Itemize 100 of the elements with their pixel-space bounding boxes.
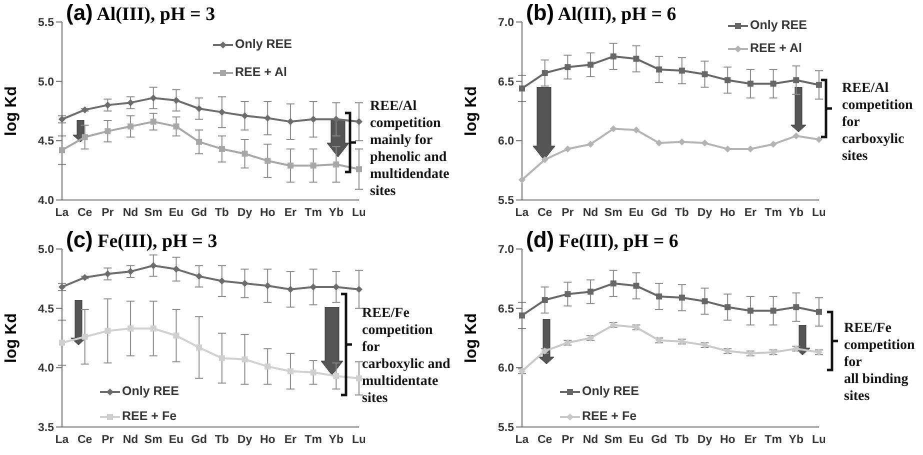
x-tick-label: Ho [260, 434, 276, 446]
legend-label: REE + Fe [581, 409, 638, 424]
x-tick-label: Yb [328, 207, 344, 220]
text: REE/Al competition for carboxylic sites [842, 80, 913, 165]
point [333, 372, 340, 379]
point [58, 116, 66, 123]
point [82, 134, 88, 140]
point [702, 298, 708, 304]
point [542, 70, 548, 76]
point [541, 156, 548, 164]
point [241, 280, 248, 287]
point [564, 291, 571, 298]
point [150, 326, 156, 332]
point [793, 77, 800, 84]
point [264, 158, 271, 164]
y-axis-title: log Kd [2, 312, 21, 365]
point [218, 355, 225, 362]
point [104, 328, 111, 334]
point [816, 82, 822, 88]
point [127, 99, 134, 106]
x-tick-label: Ce [537, 207, 552, 220]
point [678, 294, 685, 301]
point [633, 56, 640, 62]
x-tick-label: Pr [562, 207, 574, 220]
point [264, 282, 272, 290]
y-tick-label: 6.5 [498, 76, 515, 88]
point [356, 286, 362, 293]
y-tick-label: 4.0 [38, 362, 54, 375]
point [632, 126, 640, 134]
point [610, 53, 616, 60]
point [218, 146, 225, 152]
x-tick-label: Tm [304, 207, 322, 220]
x-tick-label: Tb [674, 207, 689, 220]
point [218, 108, 226, 116]
x-tick-label: Nd [122, 207, 138, 220]
point [656, 293, 662, 300]
y-axis-title: log Kd [462, 312, 481, 365]
point [172, 266, 180, 273]
point [104, 128, 111, 134]
point [196, 344, 202, 350]
y-axis-title: log Kd [462, 85, 481, 138]
x-tick-label: Yb [788, 207, 804, 220]
y-tick-label: 5.5 [498, 195, 515, 208]
point [196, 105, 203, 112]
x-tick-label: Tb [214, 207, 229, 220]
point [564, 64, 571, 70]
x-tick-label: Tm [764, 207, 782, 220]
point [242, 150, 248, 157]
x-tick-label: Nd [582, 207, 598, 220]
x-tick-label: La [515, 434, 530, 446]
point [678, 68, 685, 74]
legend-label: Only REE [749, 18, 807, 33]
point [59, 147, 65, 154]
x-tick-label: Ce [77, 434, 92, 446]
point [332, 116, 340, 123]
point [356, 166, 362, 172]
point [519, 85, 525, 92]
point [518, 368, 526, 375]
x-tick-label: Lu [812, 434, 826, 446]
x-tick-label: Er [744, 434, 758, 446]
point [633, 282, 640, 289]
text: REE/Fe competition for all binding sites [844, 320, 915, 405]
chart-title: (b) Al(III), pH = 6 [526, 0, 676, 25]
x-tick-label: Eu [628, 207, 644, 220]
point [310, 283, 317, 290]
x-tick-label: Gd [651, 207, 668, 220]
point [701, 140, 708, 147]
x-tick-label: Yb [788, 434, 804, 446]
point [286, 286, 294, 293]
point [587, 140, 594, 148]
y-tick-label: 6.0 [498, 136, 514, 148]
point [356, 375, 362, 382]
point [310, 162, 316, 169]
x-tick-label: Pr [562, 434, 574, 446]
y-axis-title: log Kd [2, 85, 21, 138]
x-tick-label: Pr [102, 207, 114, 220]
point [172, 96, 180, 104]
x-tick-label: Tm [764, 434, 782, 446]
x-tick-label: Dy [697, 434, 713, 446]
point [264, 363, 271, 370]
point [242, 356, 248, 362]
point [333, 161, 340, 168]
x-tick-label: Sm [604, 207, 622, 220]
legend-label: Only REE [121, 384, 179, 399]
x-tick-label: Gd [191, 434, 208, 446]
point [59, 340, 65, 346]
y-tick-label: 6.0 [498, 362, 514, 375]
y-tick-label: 6.5 [498, 303, 515, 316]
x-tick-label: Yb [328, 434, 344, 446]
chart-title: (d) Fe(III), pH = 6 [526, 227, 678, 252]
text: REE/Al competition mainly for phenolic and multidendate sites [370, 98, 450, 200]
x-tick-label: Er [744, 207, 758, 220]
legend-label: REE + Al [749, 41, 803, 56]
point [264, 114, 272, 122]
chart-title: (a) Al(III), pH = 3 [66, 0, 216, 25]
legend-label: REE + Al [234, 65, 288, 80]
point [81, 274, 88, 281]
x-tick-label: Sm [144, 434, 162, 446]
x-tick-label: Tm [304, 434, 322, 446]
point [518, 176, 526, 184]
